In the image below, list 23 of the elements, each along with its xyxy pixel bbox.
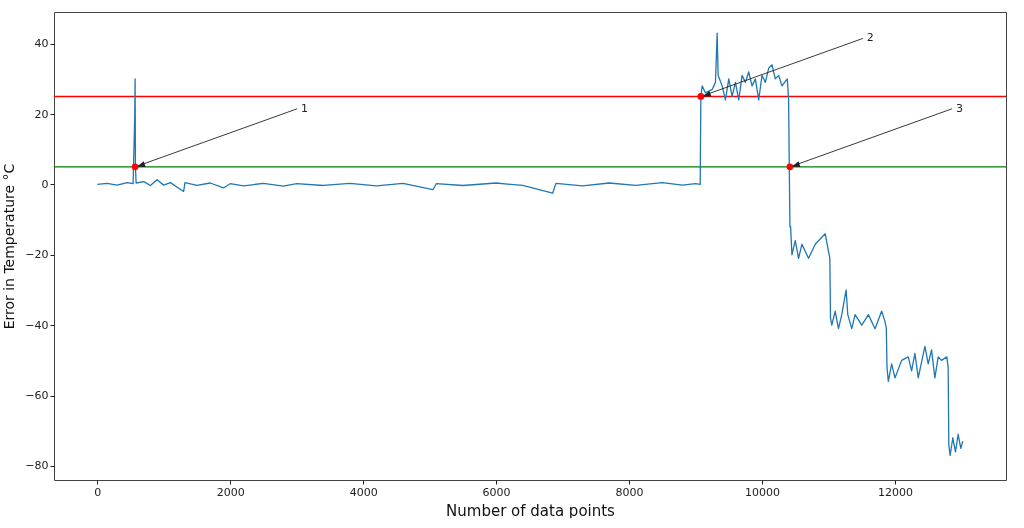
y-axis-title: Error in Temperature °C (1, 163, 18, 330)
x-tick-label: 2000 (216, 485, 245, 499)
x-tick-label: 4000 (349, 485, 378, 499)
point (786, 163, 794, 171)
y-tick-label: 0 (41, 177, 49, 191)
y-tick-label: 40 (34, 37, 49, 51)
line-series (96, 32, 964, 457)
x-axis-title: Number of data points (446, 501, 616, 520)
x-tick-label: 6000 (482, 485, 511, 499)
annotation: 1 (301, 101, 309, 115)
y-tick-label: −60 (25, 389, 49, 403)
y-tick-label: 20 (34, 107, 49, 121)
x-tick-label: 8000 (615, 485, 644, 499)
y-tick-label: −20 (25, 248, 49, 262)
annotation: 2 (866, 31, 874, 45)
annotation: 3 (955, 101, 963, 115)
x-tick-label: 12000 (877, 485, 913, 499)
x-tick-label: 0 (94, 485, 102, 499)
point (697, 93, 705, 100)
x-tick-label: 10000 (745, 485, 781, 499)
y-tick-label: −80 (25, 459, 49, 473)
point (131, 163, 139, 171)
y-tick-label: −40 (25, 318, 49, 332)
